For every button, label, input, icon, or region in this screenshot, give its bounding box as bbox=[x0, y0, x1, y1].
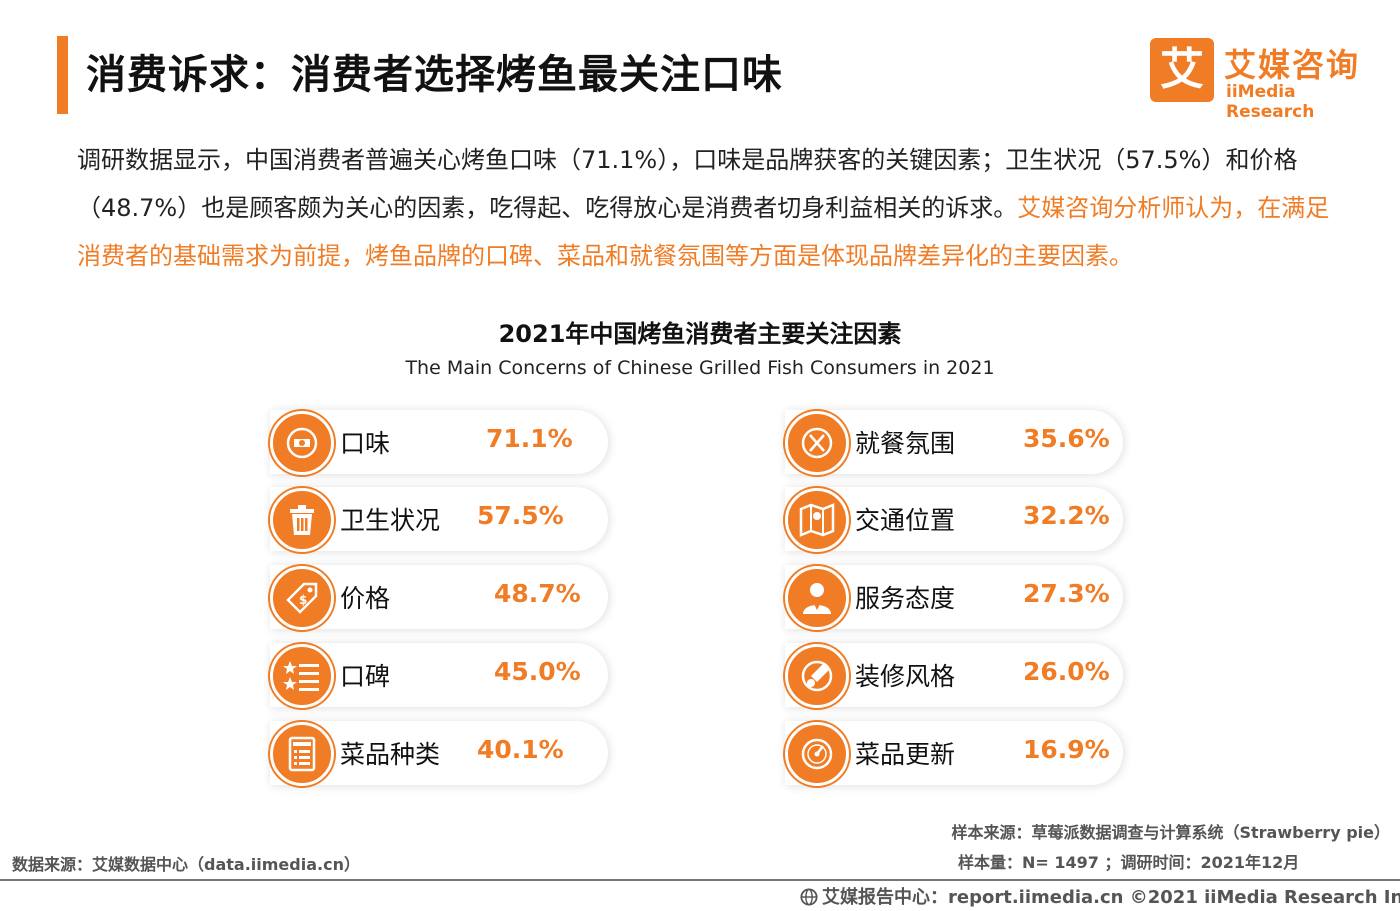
concern-value: 35.6% bbox=[1023, 424, 1110, 453]
concern-value: 48.7% bbox=[494, 579, 581, 608]
dining-icon bbox=[801, 427, 833, 459]
price-tag-icon: $ bbox=[286, 582, 318, 614]
chart-title: 2021年中国烤鱼消费者主要关注因素 bbox=[498, 320, 902, 348]
concern-icon-badge bbox=[785, 722, 849, 786]
concern-icon-badge: $ bbox=[270, 566, 334, 630]
concern-item: 就餐氛围 35.6% bbox=[785, 410, 1123, 475]
intro-paragraph: 调研数据显示，中国消费者普遍关心烤鱼口味（71.1%），口味是品牌获客的关键因素… bbox=[77, 136, 1352, 280]
concern-item: 口味 71.1% bbox=[270, 410, 608, 475]
concern-icon-badge bbox=[270, 722, 334, 786]
concern-value: 45.0% bbox=[494, 657, 581, 686]
concern-value: 27.3% bbox=[1023, 579, 1110, 608]
intro-text: 调研数据显示，中国消费者普遍关心烤鱼口味（71.1%），口味是品牌获客的关键因素… bbox=[77, 146, 1298, 222]
concern-item: 菜品种类 40.1% bbox=[270, 721, 608, 786]
taste-icon bbox=[286, 427, 318, 459]
concern-label: 装修风格 bbox=[855, 662, 956, 691]
concern-label: 交通位置 bbox=[855, 506, 956, 535]
data-source-note: 数据来源：艾媒数据中心（data.iimedia.cn） bbox=[12, 855, 360, 874]
concern-item: 服务态度 27.3% bbox=[785, 565, 1123, 630]
concern-label: 服务态度 bbox=[855, 584, 956, 613]
waiter-icon bbox=[803, 583, 831, 614]
concern-icon-badge bbox=[785, 644, 849, 708]
footer: 艾媒报告中心：report.iimedia.cn ©2021 iiMedia R… bbox=[800, 883, 1400, 909]
concern-icon-badge bbox=[785, 488, 849, 552]
sample-source-note: 样本来源：草莓派数据调查与计算系统（Strawberry pie） bbox=[951, 823, 1390, 842]
logo-mark: 艾 bbox=[1150, 38, 1214, 102]
chart-subtitle: The Main Concerns of Chinese Grilled Fis… bbox=[405, 357, 995, 379]
concern-item: $ 价格 48.7% bbox=[270, 565, 608, 630]
concern-value: 26.0% bbox=[1023, 657, 1110, 686]
concern-label: 卫生状况 bbox=[340, 506, 441, 535]
concern-icon-badge bbox=[270, 644, 334, 708]
concern-label: 菜品更新 bbox=[855, 740, 956, 769]
concern-value: 71.1% bbox=[486, 424, 573, 453]
concern-item: 装修风格 26.0% bbox=[785, 643, 1123, 708]
concern-label: 价格 bbox=[340, 584, 391, 613]
concern-label: 就餐氛围 bbox=[855, 429, 956, 458]
concern-item: 口碑 45.0% bbox=[270, 643, 608, 708]
concern-item: 交通位置 32.2% bbox=[785, 487, 1123, 552]
concern-label: 口碑 bbox=[340, 662, 391, 691]
logo-cn-text: 艾媒咨询 bbox=[1224, 46, 1361, 84]
concern-label: 口味 bbox=[340, 429, 391, 458]
concern-value: 40.1% bbox=[477, 735, 564, 764]
menu-icon bbox=[288, 736, 316, 772]
svg-text:$: $ bbox=[299, 593, 307, 607]
globe-icon bbox=[800, 888, 818, 906]
gauge-icon bbox=[801, 738, 833, 770]
logo-en-text: iiMedia Research bbox=[1226, 82, 1315, 122]
concern-value: 32.2% bbox=[1023, 501, 1110, 530]
concern-icon-badge bbox=[785, 566, 849, 630]
concern-icon-badge bbox=[785, 411, 849, 475]
brand-logo: 艾 艾媒咨询 iiMedia Research bbox=[1150, 38, 1380, 122]
intro-analyst-text: 艾媒咨询分析师认为，在满足消费者的基础需求为前提，烤鱼品牌的口碑、菜品和就餐氛围… bbox=[77, 194, 1330, 270]
concern-icon-badge bbox=[270, 411, 334, 475]
concern-icon-badge bbox=[270, 488, 334, 552]
map-icon bbox=[799, 503, 835, 537]
concern-item: 卫生状况 57.5% bbox=[270, 487, 608, 552]
page-title: 消费诉求：消费者选择烤鱼最关注口味 bbox=[86, 52, 783, 98]
footer-divider bbox=[0, 879, 1400, 881]
footer-text: 艾媒报告中心：report.iimedia.cn ©2021 iiMedia R… bbox=[822, 887, 1400, 908]
paint-brush-icon bbox=[801, 660, 833, 692]
title-accent-bar bbox=[57, 36, 68, 114]
trash-bin-icon bbox=[290, 505, 314, 535]
concern-value: 16.9% bbox=[1023, 735, 1110, 764]
concern-value: 57.5% bbox=[477, 501, 564, 530]
concern-item: 菜品更新 16.9% bbox=[785, 721, 1123, 786]
sample-size-note: 样本量：N= 1497 ；调研时间：2021年12月 bbox=[958, 853, 1300, 872]
concern-label: 菜品种类 bbox=[340, 740, 441, 769]
rating-list-icon bbox=[283, 661, 319, 691]
